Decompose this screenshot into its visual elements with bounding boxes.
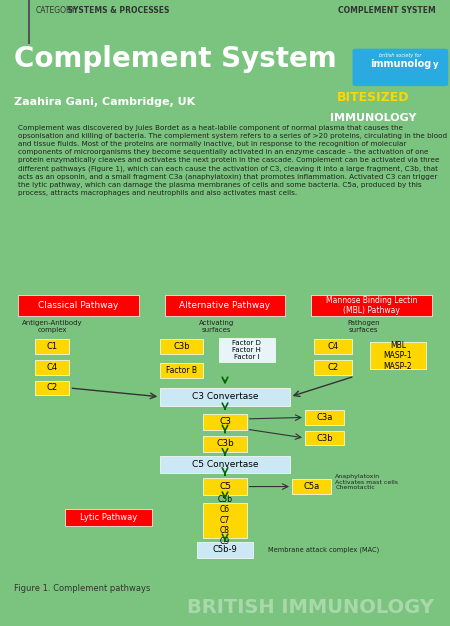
Text: C3b: C3b — [216, 439, 234, 448]
FancyBboxPatch shape — [203, 436, 247, 452]
Text: Lytic Pathway: Lytic Pathway — [80, 513, 137, 522]
Text: BRITISH IMMUNOLOGY: BRITISH IMMUNOLOGY — [187, 598, 434, 617]
Text: british society for: british society for — [379, 53, 422, 58]
Text: C3: C3 — [219, 418, 231, 426]
Text: y: y — [433, 59, 438, 69]
FancyBboxPatch shape — [165, 295, 285, 316]
Text: C2: C2 — [47, 384, 58, 393]
FancyBboxPatch shape — [292, 480, 331, 494]
Text: Complement System: Complement System — [14, 44, 337, 73]
Text: Anaphylatoxin
Activates mast cells
Chemotactic: Anaphylatoxin Activates mast cells Chemo… — [335, 474, 398, 490]
FancyBboxPatch shape — [203, 478, 247, 495]
Text: C5b
C6
C7
C8
C9: C5b C6 C7 C8 C9 — [217, 495, 233, 546]
FancyBboxPatch shape — [160, 363, 203, 377]
FancyBboxPatch shape — [203, 503, 247, 538]
Text: C3b: C3b — [316, 434, 333, 443]
FancyBboxPatch shape — [35, 360, 69, 375]
Text: COMPLEMENT SYSTEM: COMPLEMENT SYSTEM — [338, 6, 435, 15]
FancyBboxPatch shape — [35, 339, 69, 354]
Text: C2: C2 — [328, 363, 338, 372]
FancyBboxPatch shape — [160, 388, 290, 406]
Text: Factor B: Factor B — [166, 366, 197, 375]
Text: C3 Convertase: C3 Convertase — [192, 393, 258, 401]
Text: C5b-9: C5b-9 — [212, 545, 238, 554]
Text: Factor D
Factor H
Factor I: Factor D Factor H Factor I — [232, 340, 261, 360]
FancyBboxPatch shape — [305, 431, 344, 445]
Text: MBL
MASP-1
MASP-2: MBL MASP-1 MASP-2 — [383, 341, 412, 371]
Text: C3b: C3b — [174, 342, 190, 351]
Text: SYSTEMS & PROCESSES: SYSTEMS & PROCESSES — [65, 6, 170, 15]
Text: IMMUNOLOGY: IMMUNOLOGY — [330, 113, 416, 123]
FancyBboxPatch shape — [352, 49, 448, 86]
Text: C5: C5 — [219, 482, 231, 491]
Text: C3a: C3a — [316, 413, 333, 422]
FancyBboxPatch shape — [203, 414, 247, 430]
Text: Alternative Pathway: Alternative Pathway — [180, 301, 270, 310]
FancyBboxPatch shape — [314, 360, 352, 375]
Text: Classical Pathway: Classical Pathway — [38, 301, 118, 310]
Text: C4: C4 — [328, 342, 338, 351]
Text: Zaahira Gani, Cambridge, UK: Zaahira Gani, Cambridge, UK — [14, 97, 195, 107]
Text: Mannose Binding Lectin
(MBL) Pathway: Mannose Binding Lectin (MBL) Pathway — [326, 296, 418, 316]
Text: C5a: C5a — [303, 482, 320, 491]
FancyBboxPatch shape — [311, 295, 432, 316]
FancyBboxPatch shape — [65, 510, 152, 526]
Text: Activating
surfaces: Activating surfaces — [199, 320, 234, 332]
Text: Figure 1. Complement pathways: Figure 1. Complement pathways — [14, 584, 151, 593]
FancyBboxPatch shape — [314, 339, 352, 354]
Text: C5 Convertase: C5 Convertase — [192, 460, 258, 469]
FancyBboxPatch shape — [18, 295, 139, 316]
Text: Antigen-Antibody
complex: Antigen-Antibody complex — [22, 320, 82, 332]
Text: C4: C4 — [47, 363, 58, 372]
Text: C1: C1 — [47, 342, 58, 351]
FancyBboxPatch shape — [197, 541, 253, 558]
FancyBboxPatch shape — [160, 456, 290, 473]
FancyBboxPatch shape — [370, 342, 426, 369]
FancyBboxPatch shape — [305, 410, 344, 425]
Text: Pathogen
surfaces: Pathogen surfaces — [347, 320, 379, 332]
Text: BITESIZED: BITESIZED — [337, 91, 410, 104]
FancyBboxPatch shape — [35, 381, 69, 396]
FancyBboxPatch shape — [219, 338, 274, 362]
Text: immunolog: immunolog — [370, 59, 431, 69]
Text: CATEGORY:: CATEGORY: — [36, 6, 78, 15]
FancyBboxPatch shape — [160, 339, 203, 354]
Text: Membrane attack complex (MAC): Membrane attack complex (MAC) — [268, 546, 379, 553]
Text: Complement was discovered by Jules Bordet as a heat-labile component of normal p: Complement was discovered by Jules Borde… — [18, 125, 447, 196]
